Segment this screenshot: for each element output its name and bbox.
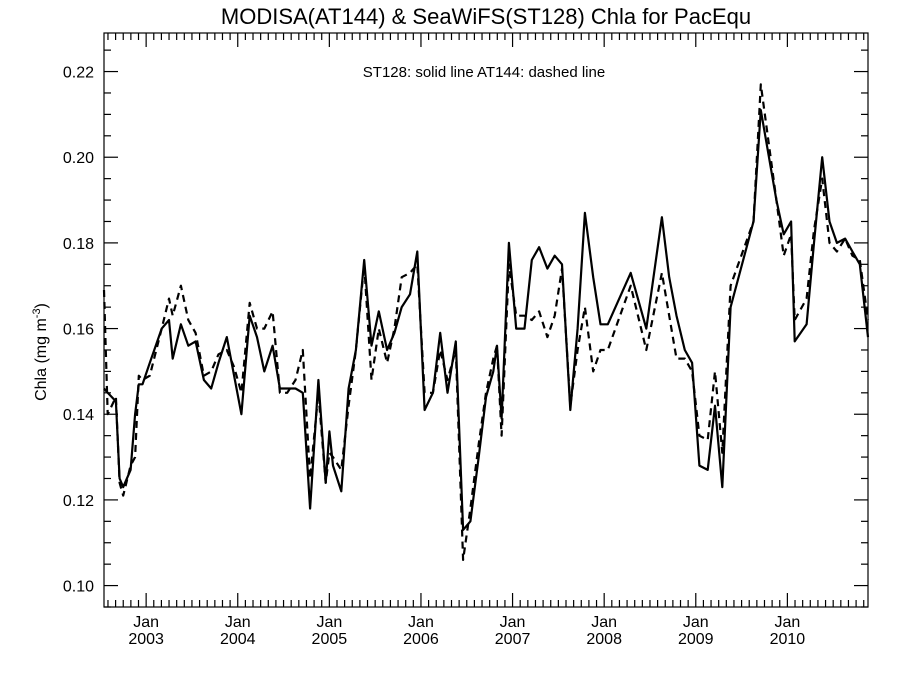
y-tick-label: 0.14 [63, 407, 94, 424]
y-axis-label-close: ) [33, 303, 50, 308]
x-tick-year-label: 2008 [586, 631, 622, 648]
x-tick-month-label: Jan [683, 614, 709, 631]
x-tick-month-label: Jan [225, 614, 251, 631]
x-tick-year-label: 2006 [403, 631, 439, 648]
x-tick-month-label: Jan [591, 614, 617, 631]
y-axis-label-main: Chla (mg m [33, 318, 50, 401]
x-tick-year-label: 2005 [312, 631, 348, 648]
st128-solid-line [103, 108, 870, 532]
y-axis-label: Chla (mg m-3) [31, 303, 50, 401]
x-tick-month-label: Jan [133, 614, 159, 631]
y-tick-label: 0.18 [63, 236, 94, 253]
x-tick-year-label: 2007 [495, 631, 531, 648]
x-tick-year-label: 2003 [128, 631, 164, 648]
plot-area: 0.100.120.140.160.180.200.22Jan2003Jan20… [63, 32, 870, 648]
x-tick-year-label: 2010 [770, 631, 806, 648]
x-tick-year-label: 2009 [678, 631, 714, 648]
x-tick-month-label: Jan [408, 614, 434, 631]
y-tick-label: 0.10 [63, 579, 94, 596]
y-tick-label: 0.20 [63, 150, 94, 167]
x-tick-month-label: Jan [316, 614, 342, 631]
x-tick-year-label: 2004 [220, 631, 256, 648]
y-tick-label: 0.16 [63, 322, 94, 339]
y-tick-label: 0.22 [63, 65, 94, 82]
x-tick-month-label: Jan [500, 614, 526, 631]
y-axis-label-superscript: -3 [31, 308, 43, 318]
y-tick-label: 0.12 [63, 493, 94, 510]
plot-frame [103, 32, 869, 608]
chart-title: MODISA(AT144) & SeaWiFS(ST128) Chla for … [221, 4, 751, 29]
x-tick-month-label: Jan [774, 614, 800, 631]
legend-text: ST128: solid line AT144: dashed line [363, 64, 605, 81]
at144-dashed-line [102, 83, 870, 562]
